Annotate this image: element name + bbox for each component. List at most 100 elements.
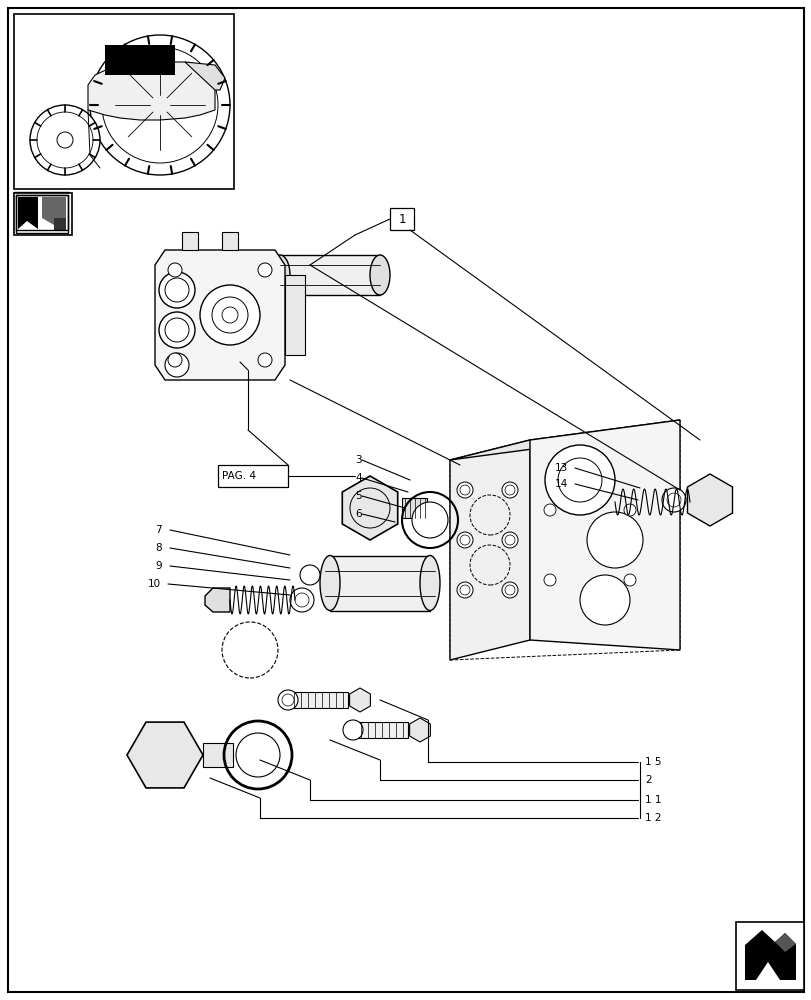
Polygon shape bbox=[774, 933, 795, 952]
Text: 8: 8 bbox=[155, 543, 161, 553]
Polygon shape bbox=[409, 718, 430, 742]
Bar bbox=[14, 14, 234, 189]
Circle shape bbox=[212, 297, 247, 333]
Circle shape bbox=[165, 353, 189, 377]
Polygon shape bbox=[401, 498, 427, 518]
Circle shape bbox=[586, 512, 642, 568]
Text: 1: 1 bbox=[397, 213, 406, 226]
Ellipse shape bbox=[419, 556, 440, 610]
Polygon shape bbox=[204, 588, 230, 612]
Polygon shape bbox=[285, 275, 305, 355]
Polygon shape bbox=[185, 62, 225, 90]
Polygon shape bbox=[203, 743, 233, 767]
Circle shape bbox=[504, 485, 514, 495]
Bar bbox=[14, 192, 69, 232]
Text: 3: 3 bbox=[354, 455, 361, 465]
Polygon shape bbox=[22, 205, 60, 226]
Circle shape bbox=[557, 458, 601, 502]
Bar bbox=[14, 193, 72, 235]
Polygon shape bbox=[293, 692, 348, 708]
Polygon shape bbox=[16, 194, 65, 220]
Circle shape bbox=[258, 353, 272, 367]
Circle shape bbox=[57, 132, 73, 148]
Circle shape bbox=[30, 105, 100, 175]
Circle shape bbox=[102, 47, 217, 163]
Text: PAG. 4: PAG. 4 bbox=[221, 471, 255, 481]
Circle shape bbox=[661, 488, 685, 512]
Circle shape bbox=[457, 532, 473, 548]
Circle shape bbox=[457, 482, 473, 498]
Polygon shape bbox=[755, 962, 779, 980]
Polygon shape bbox=[741, 928, 797, 984]
Polygon shape bbox=[54, 218, 66, 231]
Circle shape bbox=[623, 504, 635, 516]
Bar bbox=[735, 922, 803, 990]
Polygon shape bbox=[40, 197, 65, 220]
Polygon shape bbox=[18, 197, 38, 229]
Polygon shape bbox=[342, 476, 397, 540]
Circle shape bbox=[168, 263, 182, 277]
Circle shape bbox=[501, 482, 517, 498]
Circle shape bbox=[290, 588, 314, 612]
Polygon shape bbox=[280, 255, 380, 295]
Polygon shape bbox=[20, 200, 55, 228]
Circle shape bbox=[168, 353, 182, 367]
Circle shape bbox=[504, 535, 514, 545]
Polygon shape bbox=[358, 722, 407, 738]
Circle shape bbox=[236, 733, 280, 777]
Text: 7: 7 bbox=[155, 525, 161, 535]
Text: 13: 13 bbox=[554, 463, 568, 473]
Polygon shape bbox=[449, 420, 679, 460]
Circle shape bbox=[504, 585, 514, 595]
Text: 9: 9 bbox=[155, 561, 161, 571]
Circle shape bbox=[200, 285, 260, 345]
Circle shape bbox=[501, 532, 517, 548]
Text: 1 2: 1 2 bbox=[644, 813, 661, 823]
Circle shape bbox=[457, 582, 473, 598]
Circle shape bbox=[342, 720, 363, 740]
Polygon shape bbox=[18, 197, 35, 228]
Circle shape bbox=[258, 263, 272, 277]
Polygon shape bbox=[530, 420, 679, 650]
Circle shape bbox=[666, 493, 680, 507]
Polygon shape bbox=[42, 197, 66, 225]
Circle shape bbox=[159, 272, 195, 308]
Ellipse shape bbox=[320, 556, 340, 610]
Polygon shape bbox=[20, 196, 62, 226]
Circle shape bbox=[277, 690, 298, 710]
Polygon shape bbox=[221, 232, 238, 250]
Polygon shape bbox=[155, 250, 285, 380]
Circle shape bbox=[294, 593, 309, 607]
Text: 1 1: 1 1 bbox=[644, 795, 661, 805]
Polygon shape bbox=[16, 194, 65, 230]
Polygon shape bbox=[350, 688, 370, 712]
Circle shape bbox=[165, 318, 189, 342]
Circle shape bbox=[460, 485, 470, 495]
Circle shape bbox=[165, 278, 189, 302]
Polygon shape bbox=[16, 195, 30, 231]
Circle shape bbox=[543, 504, 556, 516]
Polygon shape bbox=[88, 62, 215, 120]
Polygon shape bbox=[449, 440, 530, 660]
Text: 5: 5 bbox=[354, 491, 361, 501]
Bar bbox=[14, 193, 69, 233]
Circle shape bbox=[159, 312, 195, 348]
Circle shape bbox=[148, 93, 172, 117]
Circle shape bbox=[460, 535, 470, 545]
Circle shape bbox=[37, 112, 93, 168]
Circle shape bbox=[460, 585, 470, 595]
Polygon shape bbox=[687, 474, 732, 526]
Polygon shape bbox=[105, 45, 175, 75]
Text: 4: 4 bbox=[354, 473, 361, 483]
Bar bbox=[217, 465, 288, 487]
Text: 10: 10 bbox=[148, 579, 161, 589]
Circle shape bbox=[623, 574, 635, 586]
Bar bbox=[389, 208, 414, 230]
Polygon shape bbox=[16, 195, 68, 233]
Circle shape bbox=[579, 575, 629, 625]
Polygon shape bbox=[329, 556, 430, 611]
Text: 14: 14 bbox=[554, 479, 568, 489]
Text: 2: 2 bbox=[644, 775, 650, 785]
Circle shape bbox=[299, 565, 320, 585]
Text: 6: 6 bbox=[354, 509, 361, 519]
